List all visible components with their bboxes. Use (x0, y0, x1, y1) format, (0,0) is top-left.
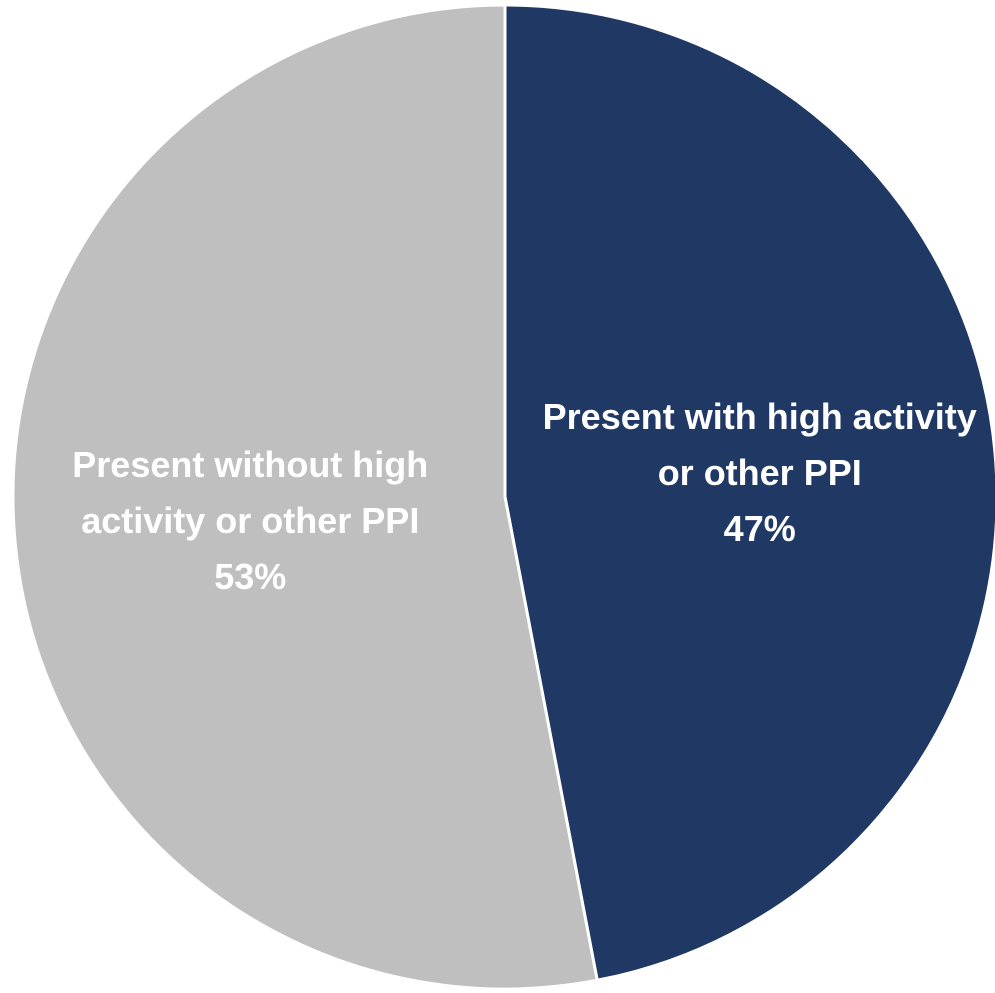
slice-label: Present without high activity or other P… (30, 437, 470, 605)
slice-label: Present with high activity or other PPI 4… (540, 389, 980, 557)
pie-slice (11, 3, 599, 991)
category-label: Present without high activity or other P… (72, 444, 429, 542)
value-label: 47% (723, 507, 796, 549)
value-label: 53% (214, 556, 287, 598)
category-label: Present with high activity or other PPI (542, 395, 977, 493)
